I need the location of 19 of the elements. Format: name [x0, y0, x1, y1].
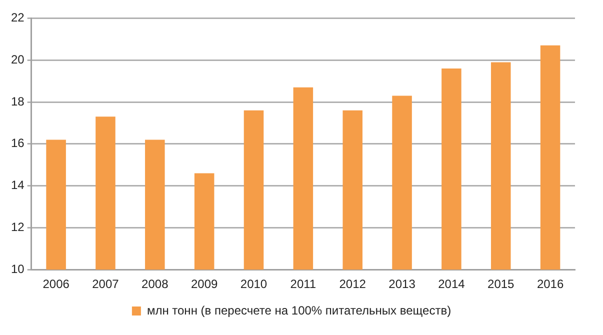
x-tick-label: 2014: [438, 277, 466, 292]
x-tick-label: 2009: [190, 277, 218, 292]
legend-label: млн тонн (в пересчете на 100% питательных веществ): [146, 303, 452, 318]
x-tick-label: 2007: [92, 277, 120, 292]
x-tick-label: 2008: [142, 277, 169, 292]
y-tick-label: 18: [10, 94, 25, 108]
x-tick-label: 2016: [536, 277, 564, 292]
x-tick-label: 2010: [240, 277, 268, 292]
y-tick-label: 22: [10, 10, 25, 25]
x-tick-label: 2011: [290, 277, 316, 292]
x-tick-label: 2012: [339, 277, 366, 292]
x-tick-label: 2006: [42, 277, 70, 292]
x-tick-label: 2013: [388, 277, 416, 292]
y-tick-label: 16: [10, 136, 25, 150]
y-tick-label: 14: [10, 178, 25, 192]
y-tick-label: 20: [10, 52, 25, 66]
y-tick-label: 10: [10, 262, 25, 276]
y-tick-label: 12: [10, 220, 25, 234]
x-tick-label: 2015: [488, 277, 515, 292]
